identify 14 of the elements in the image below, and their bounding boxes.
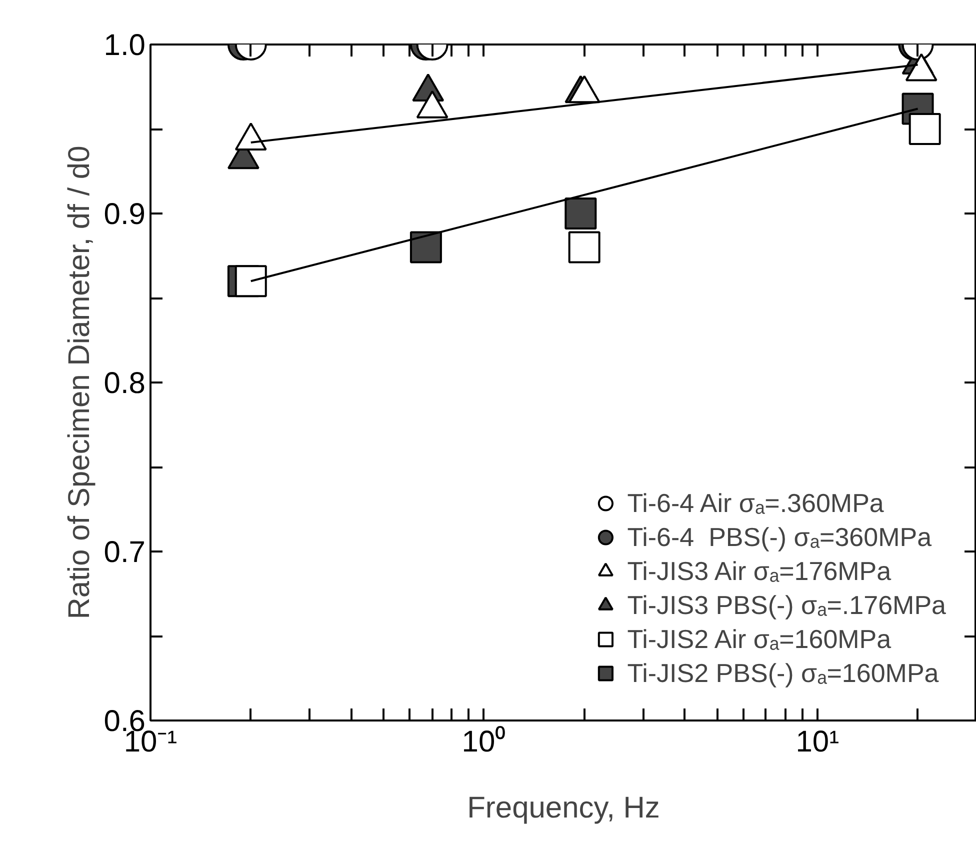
y-tick-label: 0.9 (104, 198, 146, 231)
x-tick-label: 10¹ (796, 726, 840, 758)
y-tick-label: 0.8 (104, 367, 146, 400)
legend-label: Ti-JIS2 Air σₐ=160MPa (627, 622, 892, 656)
legend-label: Ti-6-4 PBS(-) σₐ=360MPa (627, 520, 932, 554)
legend-label: Ti-JIS2 PBS(-) σₐ=160MPa (627, 656, 939, 690)
y-tick-label: 1.0 (104, 29, 146, 62)
legend-label: Ti-6-4 Air σₐ=.360MPa (627, 486, 884, 520)
y-axis-title: Ratio of Specimen Diameter, df / d0 (62, 146, 96, 620)
y-tick-label: 0.7 (104, 536, 146, 569)
x-axis-title: Frequency, Hz (467, 792, 660, 824)
x-tick-label: 10⁰ (462, 726, 506, 758)
legend-label: Ti-JIS3 Air σₐ=176MPa (627, 554, 892, 588)
legend-label: Ti-JIS3 PBS(-) σₐ=.176MPa (627, 588, 946, 622)
